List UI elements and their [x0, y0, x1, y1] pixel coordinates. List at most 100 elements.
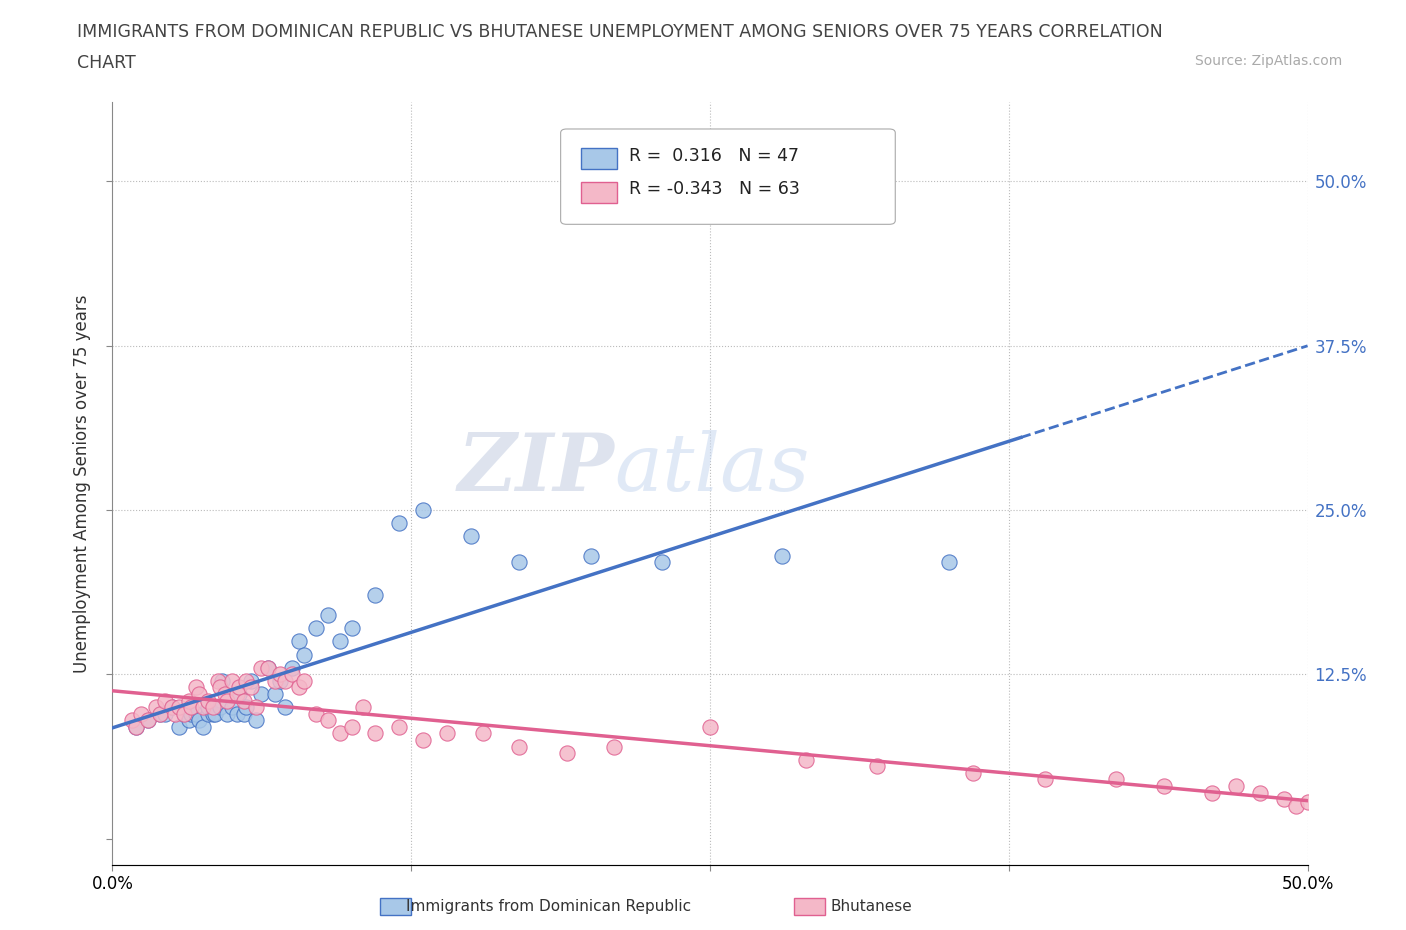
Point — [508, 555, 530, 570]
Point — [281, 667, 304, 682]
Point — [264, 686, 287, 701]
Point — [187, 712, 209, 727]
Point — [125, 720, 148, 735]
Point — [460, 529, 482, 544]
Point — [436, 726, 458, 741]
Point — [579, 549, 602, 564]
Point — [257, 660, 280, 675]
Point — [169, 699, 191, 714]
Point — [149, 706, 172, 721]
Point — [197, 699, 219, 714]
Point — [235, 699, 257, 714]
Point — [651, 555, 673, 570]
Point — [221, 699, 243, 714]
Point — [316, 712, 339, 727]
Point — [305, 706, 328, 721]
Point — [508, 739, 530, 754]
Point — [153, 693, 176, 708]
Point — [1285, 798, 1308, 813]
Point — [245, 712, 267, 727]
Text: R = -0.343   N = 63: R = -0.343 N = 63 — [628, 180, 800, 198]
Point — [186, 680, 208, 695]
Text: R =  0.316   N = 47: R = 0.316 N = 47 — [628, 147, 799, 165]
Point — [228, 680, 250, 695]
Point — [180, 699, 202, 714]
Point — [173, 706, 195, 721]
Point — [162, 699, 183, 714]
Point — [770, 549, 793, 564]
Point — [207, 673, 229, 688]
Point — [364, 726, 387, 741]
FancyBboxPatch shape — [581, 181, 617, 203]
Point — [292, 673, 315, 688]
Point — [129, 706, 152, 721]
Point — [288, 634, 311, 649]
Point — [197, 693, 219, 708]
Point — [233, 693, 256, 708]
Point — [938, 555, 960, 570]
Point — [186, 706, 208, 721]
Point — [1225, 778, 1247, 793]
Point — [240, 673, 263, 688]
Point — [288, 680, 311, 695]
Point — [138, 712, 160, 727]
Point — [1033, 772, 1056, 787]
Point — [866, 759, 889, 774]
Point — [364, 588, 387, 603]
Point — [235, 673, 257, 688]
Point — [240, 680, 263, 695]
Point — [121, 712, 143, 727]
Point — [187, 686, 209, 701]
Point — [305, 621, 328, 636]
Point — [209, 680, 232, 695]
Point — [249, 660, 271, 675]
Point — [340, 720, 363, 735]
Point — [1296, 794, 1319, 809]
Point — [221, 673, 243, 688]
FancyBboxPatch shape — [581, 148, 617, 169]
Point — [603, 739, 626, 754]
Point — [211, 673, 233, 688]
Point — [138, 712, 160, 727]
Point — [281, 660, 304, 675]
Point — [169, 720, 191, 735]
Y-axis label: Unemployment Among Seniors over 75 years: Unemployment Among Seniors over 75 years — [73, 295, 91, 672]
Point — [257, 660, 280, 675]
Point — [217, 693, 239, 708]
Point — [209, 699, 232, 714]
Point — [273, 699, 295, 714]
Point — [329, 634, 352, 649]
Point — [388, 720, 411, 735]
Point — [193, 720, 215, 735]
Text: Immigrants from Dominican Republic: Immigrants from Dominican Republic — [406, 899, 690, 914]
Point — [1272, 791, 1295, 806]
Point — [794, 752, 817, 767]
Point — [177, 693, 200, 708]
Text: IMMIGRANTS FROM DOMINICAN REPUBLIC VS BHUTANESE UNEMPLOYMENT AMONG SENIORS OVER : IMMIGRANTS FROM DOMINICAN REPUBLIC VS BH… — [77, 23, 1163, 41]
Point — [699, 720, 721, 735]
Point — [225, 686, 247, 701]
Point — [125, 720, 148, 735]
Point — [177, 712, 200, 727]
FancyBboxPatch shape — [561, 129, 896, 224]
Point — [412, 733, 434, 748]
Point — [197, 706, 219, 721]
Point — [316, 607, 339, 622]
Point — [1249, 785, 1271, 800]
Point — [249, 686, 271, 701]
Point — [228, 686, 250, 701]
Point — [388, 515, 411, 530]
Text: atlas: atlas — [614, 430, 810, 507]
Point — [180, 706, 202, 721]
Point — [204, 706, 226, 721]
Text: Bhutanese: Bhutanese — [831, 899, 912, 914]
Point — [214, 686, 236, 701]
Point — [340, 621, 363, 636]
Point — [269, 667, 291, 682]
Point — [292, 647, 315, 662]
Text: Source: ZipAtlas.com: Source: ZipAtlas.com — [1195, 54, 1343, 68]
Point — [145, 699, 167, 714]
Text: CHART: CHART — [77, 54, 136, 72]
Point — [273, 673, 295, 688]
Point — [162, 699, 183, 714]
